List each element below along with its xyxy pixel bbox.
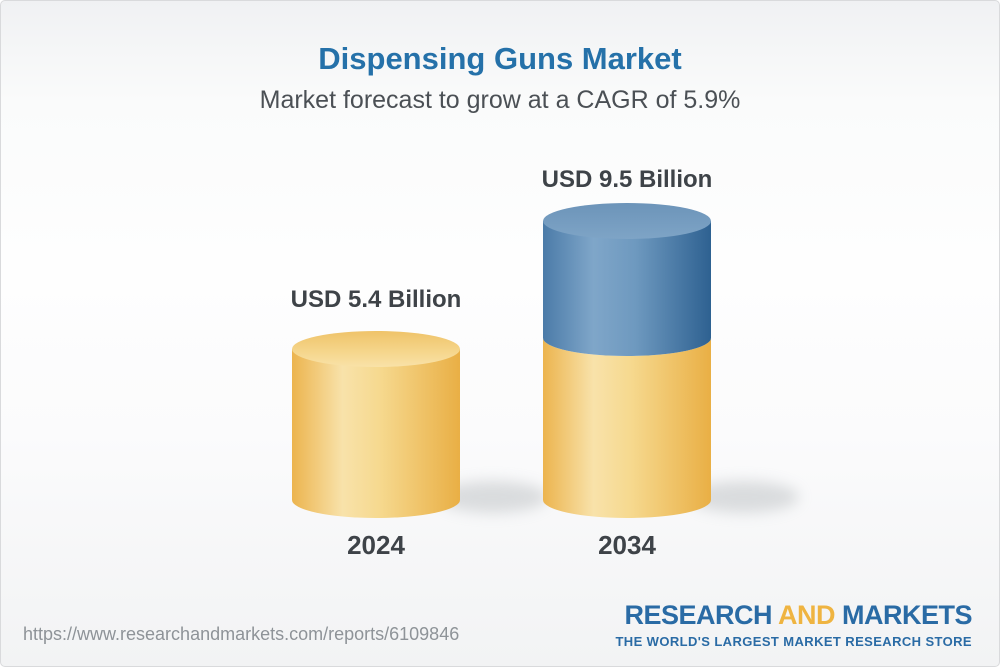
logo-word-research: RESEARCH — [624, 600, 772, 630]
logo-wordmark: RESEARCH AND MARKETS — [615, 600, 973, 631]
bar-2024 — [292, 331, 460, 518]
bar-2034 — [543, 203, 711, 518]
shadow-2024 — [438, 481, 548, 513]
shadow-2034 — [689, 481, 799, 513]
cylinder-2034-growth-segment — [543, 221, 711, 356]
cylinder-2024-body — [292, 349, 460, 518]
category-label-2024: 2024 — [347, 530, 405, 560]
category-label-2034: 2034 — [598, 530, 656, 560]
chart-title: Dispensing Guns Market — [318, 41, 682, 76]
report-url-link[interactable]: https://www.researchandmarkets.com/repor… — [23, 624, 460, 644]
logo-word-markets: MARKETS — [842, 600, 973, 630]
logo-word-and: AND — [777, 600, 836, 630]
value-label-2024: USD 5.4 Billion — [290, 286, 462, 313]
cylinder-2024-top — [292, 331, 460, 367]
value-label-2034: USD 9.5 Billion — [541, 166, 713, 193]
cylinder-2034-top — [543, 203, 711, 239]
logo-tagline: THE WORLD'S LARGEST MARKET RESEARCH STOR… — [615, 633, 972, 649]
research-and-markets-logo: RESEARCH AND MARKETS THE WORLD'S LARGEST… — [615, 600, 973, 649]
chart-subtitle: Market forecast to grow at a CAGR of 5.9… — [259, 86, 741, 114]
cylinder-2034-base-segment — [543, 338, 711, 518]
